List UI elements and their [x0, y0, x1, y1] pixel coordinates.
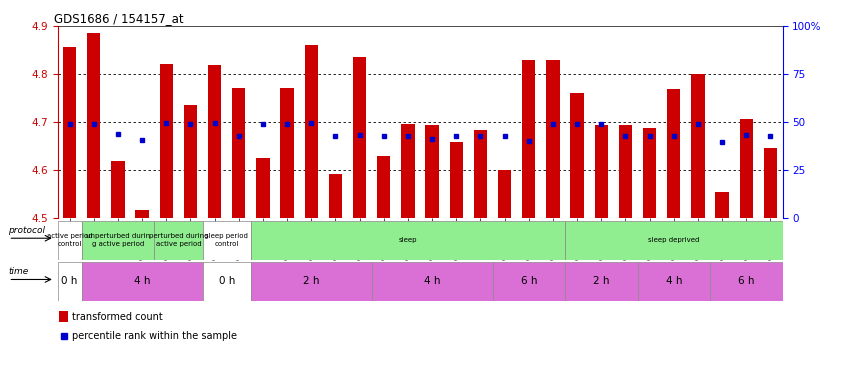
Bar — [82, 262, 202, 301]
Text: 4 h: 4 h — [424, 276, 441, 286]
Bar — [371, 262, 492, 301]
Bar — [710, 262, 783, 301]
Text: GDS1686 / 154157_at: GDS1686 / 154157_at — [54, 12, 184, 25]
Bar — [643, 128, 656, 217]
Bar — [329, 174, 342, 217]
Bar — [570, 93, 584, 218]
Text: 0 h: 0 h — [62, 276, 78, 286]
Text: 6 h: 6 h — [520, 276, 537, 286]
Bar — [87, 33, 101, 218]
Text: unperturbed durin
g active period: unperturbed durin g active period — [86, 233, 150, 247]
Bar — [281, 88, 294, 218]
Bar — [764, 148, 777, 217]
Bar — [202, 262, 251, 301]
Bar — [154, 220, 202, 260]
Bar — [492, 262, 565, 301]
Text: 6 h: 6 h — [738, 276, 755, 286]
Bar — [82, 220, 154, 260]
Text: 2 h: 2 h — [593, 276, 610, 286]
Text: protocol: protocol — [8, 226, 46, 235]
Bar — [251, 220, 565, 260]
Bar — [522, 60, 536, 217]
Bar — [474, 130, 487, 218]
Bar — [716, 192, 728, 217]
Text: active period
control: active period control — [47, 233, 92, 247]
Bar — [498, 170, 511, 217]
Text: sleep period
control: sleep period control — [206, 233, 248, 247]
Bar — [401, 124, 415, 218]
Bar — [135, 210, 149, 218]
Text: percentile rank within the sample: percentile rank within the sample — [72, 331, 237, 341]
Bar — [305, 45, 318, 218]
Bar — [565, 262, 638, 301]
Bar — [58, 220, 82, 260]
Bar — [202, 220, 251, 260]
Bar — [565, 220, 783, 260]
Text: sleep deprived: sleep deprived — [648, 237, 700, 243]
Bar — [251, 262, 371, 301]
Text: 4 h: 4 h — [134, 276, 151, 286]
Bar — [618, 125, 632, 218]
Bar — [353, 57, 366, 217]
Text: 4 h: 4 h — [666, 276, 682, 286]
Bar — [739, 120, 753, 218]
Bar — [667, 89, 680, 218]
Bar — [256, 158, 270, 218]
Bar — [691, 74, 705, 217]
Bar — [160, 64, 173, 217]
Bar — [59, 311, 68, 322]
Text: 2 h: 2 h — [303, 276, 320, 286]
Text: sleep: sleep — [398, 237, 417, 243]
Text: 0 h: 0 h — [218, 276, 235, 286]
Bar — [426, 125, 439, 218]
Bar — [638, 262, 710, 301]
Text: perturbed during
active period: perturbed during active period — [149, 233, 208, 247]
Bar — [232, 88, 245, 218]
Bar — [547, 60, 559, 217]
Bar — [208, 66, 222, 218]
Text: time: time — [8, 267, 29, 276]
Bar — [112, 161, 124, 218]
Text: transformed count: transformed count — [72, 312, 162, 321]
Bar — [377, 156, 391, 218]
Bar — [449, 142, 463, 218]
Bar — [63, 47, 76, 217]
Bar — [595, 125, 608, 218]
Bar — [58, 262, 82, 301]
Bar — [184, 105, 197, 218]
